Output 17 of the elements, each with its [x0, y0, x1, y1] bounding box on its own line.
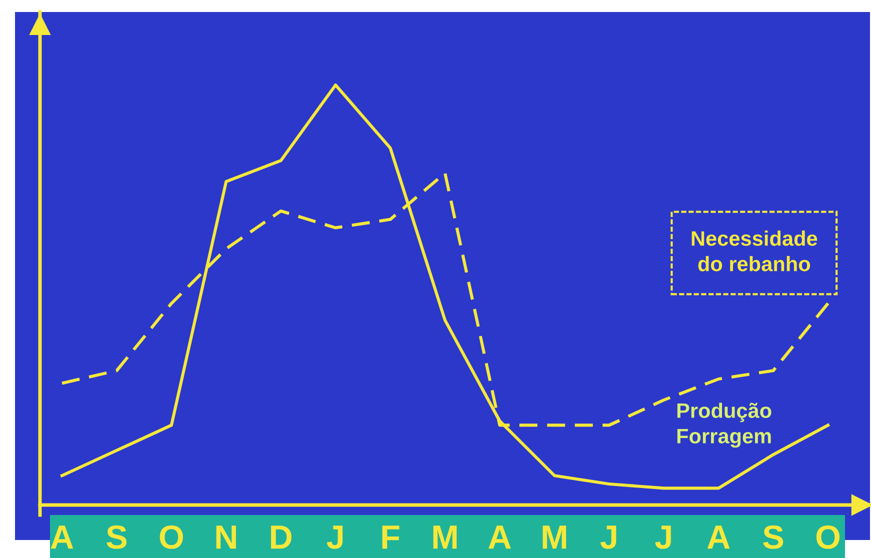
x-tick-label: J [600, 526, 616, 549]
x-tick-label: M [433, 526, 457, 549]
x-tick-label: J [655, 526, 671, 549]
x-tick-label: A [707, 526, 730, 549]
x-tick-label: J [326, 526, 343, 549]
x-tick-label: S [763, 525, 784, 549]
x-tick-label: A [50, 526, 74, 549]
x-tick-label: N [216, 526, 236, 549]
x-tick-label: D [271, 526, 292, 549]
x-tick-label: F [382, 526, 400, 549]
x-tick-label: O [816, 525, 840, 549]
x-tick-label: O [160, 525, 183, 549]
series-label: Produção Forragem [677, 402, 772, 448]
x-tick-label: M [542, 526, 566, 549]
x-tick-label: S [106, 525, 127, 549]
series-label: Necessidade do rebanho [692, 230, 818, 272]
x-tick-label: A [488, 526, 511, 549]
